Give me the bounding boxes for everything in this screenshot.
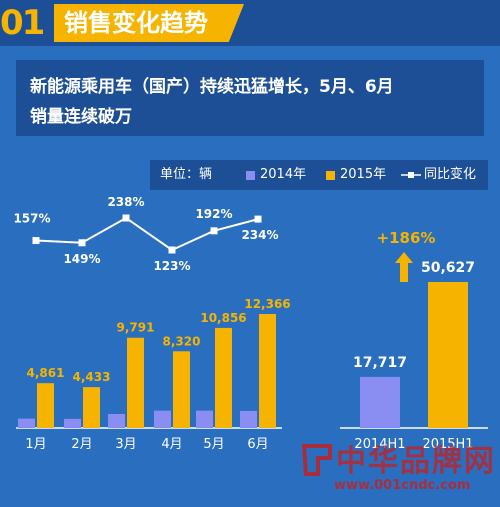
growth-annotation: +186% [377,229,436,247]
half-year-bar-1 [360,376,400,428]
title-tag [54,4,244,42]
x-tick-label-6: 6月 [247,437,268,452]
half-year-tick-2: 2015H1 [422,437,473,452]
bar-2014-2 [64,418,81,428]
legend-unit: 单位：辆 [160,167,213,182]
bar-2015-label-3: 9,791 [117,321,155,335]
yoy-label-4: 123% [153,259,190,273]
bar-2015-label-5: 10,856 [200,311,246,325]
section-number: 01 [0,3,45,43]
bar-2014-5 [196,410,213,428]
half-year-value-2: 50,627 [421,260,475,276]
bar-2014-4 [154,410,171,428]
half-year-tick-1: 2014H1 [354,437,405,452]
bar-2015-label-2: 4,433 [73,370,111,384]
legend-swatch-2014 [246,171,255,180]
yoy-point-4 [168,246,176,254]
half-year-bar-2 [428,282,468,428]
yoy-label-6: 234% [241,228,278,242]
bar-2015-5 [215,327,232,428]
legend-label-2015: 2015年 [340,167,387,182]
watermark-url: www.001cndc.com [334,478,471,493]
yoy-point-3 [122,214,130,222]
bar-2014-1 [18,418,35,428]
yoy-label-2: 149% [63,252,100,266]
legend: 单位：辆 2014年 2015年 同比变化 [150,160,488,190]
bar-2015-3 [127,337,144,428]
bar-2015-label-4: 8,320 [163,334,201,348]
legend-swatch-2015 [326,171,335,180]
bar-2014-6 [240,410,257,428]
page-title: 销售变化趋势 [64,9,208,37]
subtitle-box: 新能源乘用车（国产）持续迅猛增长，5月、6月 销量连续破万 [16,60,484,136]
watermark-logo-icon [301,444,332,476]
subtitle-line-2: 销量连续破万 [30,107,132,127]
yoy-label-3: 238% [107,195,144,209]
watermark-text: 中华品牌网 [336,444,496,479]
bar-2015-6 [259,314,276,428]
x-tick-label-3: 3月 [115,437,136,452]
legend-line-marker [401,172,421,178]
legend-label-yoy: 同比变化 [424,167,477,182]
yoy-label-1: 157% [13,212,50,226]
x-tick-label-1: 1月 [25,437,46,452]
yoy-point-5 [210,227,218,235]
yoy-point-6 [254,215,262,223]
bar-2015-2 [83,387,100,428]
up-arrow-icon [395,252,413,282]
bar-2015-label-1: 4,861 [27,366,65,380]
yoy-point-2 [78,239,86,247]
yoy-point-1 [32,237,40,245]
x-tick-label-5: 5月 [203,437,224,452]
yoy-label-5: 192% [195,207,232,221]
bar-2015-label-6: 12,366 [244,297,290,311]
watermark: 中华品牌网 www.001cndc.com [300,432,496,502]
subtitle-line-1: 新能源乘用车（国产）持续迅猛增长，5月、6月 [30,77,394,97]
bar-2014-3 [108,413,125,428]
legend-label-2014: 2014年 [260,167,307,182]
yoy-line [35,216,259,252]
bar-2015-1 [37,383,54,428]
bar-2015-4 [173,351,190,428]
x-tick-label-2: 2月 [71,437,92,452]
half-year-value-1: 17,717 [353,355,407,371]
x-tick-label-4: 4月 [161,437,182,452]
